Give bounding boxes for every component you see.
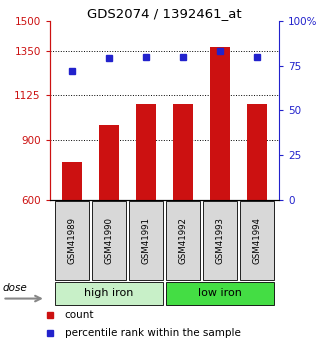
Text: GSM41990: GSM41990 <box>104 217 114 264</box>
Text: dose: dose <box>3 283 27 293</box>
Text: percentile rank within the sample: percentile rank within the sample <box>65 328 240 337</box>
FancyBboxPatch shape <box>55 201 89 280</box>
Bar <box>247 105 267 200</box>
FancyBboxPatch shape <box>55 282 163 305</box>
Title: GDS2074 / 1392461_at: GDS2074 / 1392461_at <box>87 7 242 20</box>
FancyBboxPatch shape <box>203 201 237 280</box>
Bar <box>99 125 119 200</box>
Text: GSM41993: GSM41993 <box>215 217 225 264</box>
Text: low iron: low iron <box>198 288 242 298</box>
FancyBboxPatch shape <box>240 201 274 280</box>
Bar <box>62 162 82 200</box>
Text: GSM41991: GSM41991 <box>142 217 151 264</box>
Text: high iron: high iron <box>84 288 134 298</box>
Text: GSM41989: GSM41989 <box>67 217 76 264</box>
Bar <box>136 105 156 200</box>
Bar <box>210 47 230 200</box>
FancyBboxPatch shape <box>92 201 126 280</box>
FancyBboxPatch shape <box>129 201 163 280</box>
Text: GSM41994: GSM41994 <box>253 217 262 264</box>
FancyBboxPatch shape <box>166 282 274 305</box>
Text: count: count <box>65 310 94 319</box>
Bar <box>173 105 193 200</box>
FancyBboxPatch shape <box>166 201 200 280</box>
Text: GSM41992: GSM41992 <box>178 217 187 264</box>
